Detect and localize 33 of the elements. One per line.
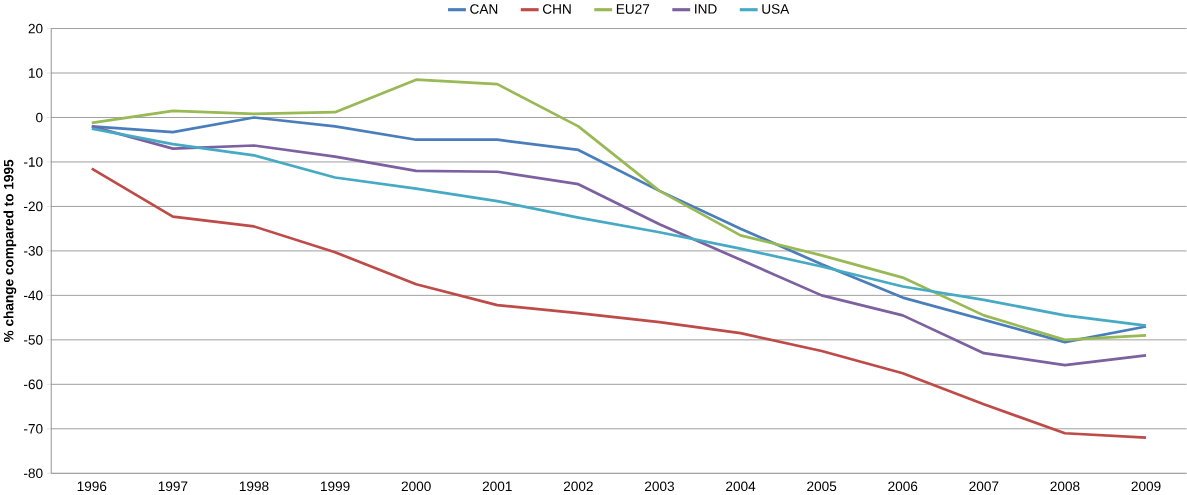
y-tick-label: 0 bbox=[36, 112, 43, 123]
y-tick-label: -20 bbox=[24, 201, 43, 212]
y-tick-label: -10 bbox=[24, 157, 43, 167]
x-tick-label: 2005 bbox=[807, 481, 837, 492]
y-tick-label: -70 bbox=[24, 424, 43, 434]
legend-label: CAN bbox=[470, 4, 498, 15]
y-tick-label: 10 bbox=[28, 68, 43, 79]
y-tick-label: -60 bbox=[24, 379, 43, 390]
y-tick-label: -40 bbox=[24, 290, 43, 301]
x-tick-label: 1998 bbox=[239, 481, 269, 492]
legend-label: USA bbox=[762, 4, 790, 15]
x-tick-label: 1999 bbox=[320, 481, 350, 492]
x-tick-label: 2000 bbox=[401, 481, 431, 492]
y-tick-label: -80 bbox=[24, 468, 43, 479]
line-series bbox=[90, 78, 1148, 342]
x-tick-label: 1996 bbox=[77, 481, 107, 492]
line-series bbox=[90, 167, 1148, 440]
x-tick-label: 1997 bbox=[158, 481, 188, 492]
x-tick-label: 2003 bbox=[645, 481, 674, 492]
x-tick-label: 2006 bbox=[888, 481, 918, 492]
y-tick-label: 20 bbox=[28, 23, 43, 34]
y-tick-label: -30 bbox=[24, 246, 43, 256]
legend-label: IND bbox=[695, 4, 717, 14]
x-tick-label: 2002 bbox=[563, 481, 593, 492]
y-tick-label: -50 bbox=[24, 335, 43, 345]
x-tick-label: 2009 bbox=[1131, 481, 1161, 492]
x-tick-label: 2007 bbox=[969, 481, 999, 492]
x-tick-label: 2004 bbox=[726, 481, 756, 492]
x-tick-label: 2001 bbox=[482, 481, 512, 492]
legend-label: EU27 bbox=[616, 4, 650, 15]
x-tick-label: 2008 bbox=[1050, 481, 1080, 492]
y-axis-title: % change compared to 1995 bbox=[3, 160, 17, 343]
legend-label: CHN bbox=[542, 4, 571, 15]
